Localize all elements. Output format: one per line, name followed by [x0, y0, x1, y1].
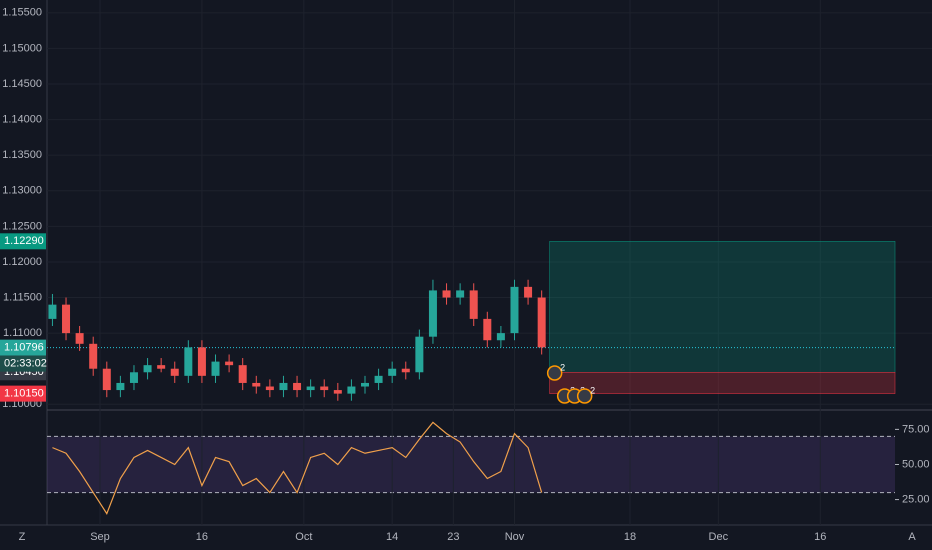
candle-body: [184, 347, 193, 376]
candle-body: [428, 290, 437, 337]
candle-body: [347, 386, 356, 394]
x-tick-label: Nov: [505, 531, 525, 543]
target-zone: [549, 241, 896, 373]
price-label-box: [0, 339, 46, 356]
price-label-box: [0, 385, 46, 402]
countdown: 02:33:02: [4, 358, 47, 370]
candle-body: [293, 382, 302, 391]
corner-label: A: [908, 531, 916, 543]
candle-body: [456, 290, 465, 298]
candle-body: [129, 372, 138, 383]
candle-body: [361, 382, 369, 387]
candle-body: [388, 368, 397, 376]
y-tick-label: 1.13000: [2, 185, 42, 197]
y-tick-label: 1.13500: [2, 149, 42, 161]
candle-body: [75, 333, 84, 344]
candle-body: [102, 368, 111, 391]
y-tick-label: 1.15500: [2, 7, 42, 19]
corner-label: Z: [19, 531, 26, 543]
event-count: 2: [560, 362, 565, 372]
rsi-line: [52, 421, 543, 515]
candle-body: [211, 361, 220, 376]
candle-body: [265, 386, 274, 391]
candle-body: [442, 290, 451, 298]
x-tick-label: 14: [386, 531, 398, 543]
x-tick-label: Oct: [295, 531, 312, 543]
stop-zone: [549, 372, 896, 394]
candle-body: [157, 365, 166, 369]
y-tick-label: 1.11500: [3, 291, 42, 303]
candle-body: [170, 368, 179, 376]
event-marker: [576, 388, 593, 404]
candle-body: [48, 304, 57, 319]
candle-body: [143, 365, 152, 373]
price-label: 1.12290: [4, 235, 44, 247]
candle-body: [415, 336, 424, 373]
candle-body: [510, 286, 519, 334]
price-label-box: [0, 233, 46, 250]
event-marker: [546, 365, 563, 381]
y-tick-label: 75.00: [902, 423, 930, 435]
candle-body: [116, 382, 125, 391]
x-tick-label: Sep: [90, 531, 110, 543]
price-label: 1.10796: [4, 342, 44, 354]
candle-body: [238, 365, 247, 383]
x-tick-label: 18: [624, 531, 636, 543]
countdown-box: [0, 355, 46, 372]
candle-body: [483, 318, 492, 341]
candle-body: [89, 343, 98, 369]
x-tick-label: 23: [447, 531, 459, 543]
y-tick-label: 1.12500: [2, 220, 42, 232]
x-tick-label: 16: [814, 531, 826, 543]
candle-body: [524, 286, 533, 298]
candle-body: [469, 290, 478, 319]
candle-body: [62, 304, 71, 334]
candle-body: [333, 390, 342, 394]
candle-body: [225, 361, 234, 366]
candle-body: [252, 382, 261, 387]
candle-body: [496, 333, 505, 341]
event-count: 2: [590, 385, 595, 395]
y-tick-label: 25.00: [902, 493, 930, 505]
rsi-band: [47, 436, 895, 493]
x-tick-label: Dec: [709, 531, 729, 543]
candle-body: [374, 375, 383, 383]
x-tick-label: 16: [196, 531, 208, 543]
candle-body: [537, 297, 546, 348]
y-tick-label: 50.00: [902, 458, 930, 470]
y-tick-label: 1.14500: [2, 78, 42, 90]
price-label: 1.10150: [4, 388, 44, 400]
y-tick-label: 1.12000: [2, 256, 42, 268]
candle-body: [197, 347, 206, 376]
y-tick-label: 1.11000: [3, 327, 42, 339]
candle-body: [279, 382, 288, 391]
y-tick-label: 1.14000: [2, 113, 42, 125]
y-tick-label: 1.15000: [2, 42, 42, 54]
candle-body: [320, 386, 329, 391]
candle-body: [306, 386, 315, 391]
candle-body: [401, 368, 410, 373]
